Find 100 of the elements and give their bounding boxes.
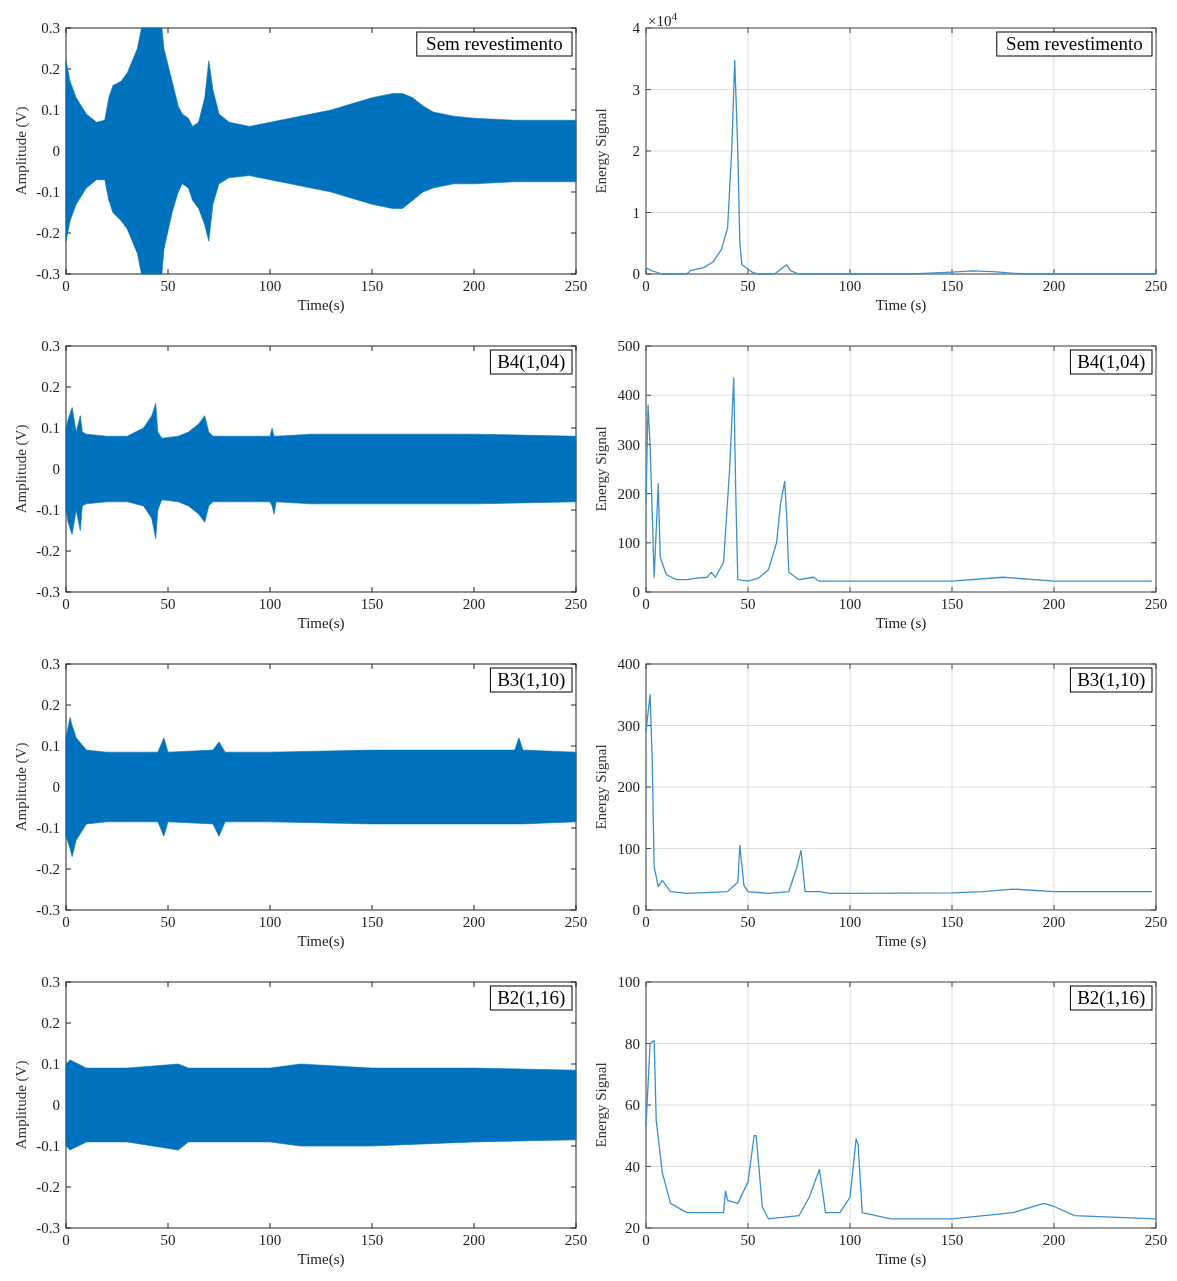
y-tick-label: 40 bbox=[625, 1158, 640, 1175]
y-tick-label: 300 bbox=[617, 717, 640, 734]
x-tick-label: 0 bbox=[642, 278, 650, 294]
x-axis-title: Time (s) bbox=[875, 933, 927, 950]
y-tick-label: 0 bbox=[632, 584, 640, 601]
y-axis-title: Energy Signal bbox=[593, 108, 609, 194]
x-tick-label: 0 bbox=[62, 914, 70, 930]
x-tick-label: 100 bbox=[838, 1232, 862, 1248]
y-tick-label: 1 bbox=[632, 204, 640, 221]
y-axis-title: Energy Signal bbox=[593, 426, 609, 512]
x-tick-label: 50 bbox=[740, 914, 756, 930]
annotation: B4(1,04) bbox=[497, 351, 566, 373]
y-tick-label: 0.2 bbox=[41, 1015, 60, 1032]
x-axis-title: Time(s) bbox=[297, 615, 345, 632]
y-tick-label: 100 bbox=[617, 535, 640, 552]
y-tick-label: 20 bbox=[625, 1220, 640, 1237]
y-axis-title: Energy Signal bbox=[593, 744, 609, 830]
x-tick-label: 200 bbox=[462, 914, 486, 930]
x-tick-label: 50 bbox=[740, 278, 756, 294]
y-tick-label: 4 bbox=[632, 20, 641, 37]
x-axis-title: Time(s) bbox=[297, 933, 345, 950]
x-tick-label: 200 bbox=[1042, 1232, 1066, 1248]
annotation: B2(1,16) bbox=[1077, 987, 1146, 1009]
y-tick-label: 80 bbox=[625, 1035, 640, 1052]
y-tick-label: 300 bbox=[617, 436, 640, 453]
x-tick-label: 200 bbox=[1042, 596, 1066, 612]
y-tick-label: -0.3 bbox=[36, 266, 60, 283]
x-axis-title: Time (s) bbox=[875, 1251, 927, 1268]
x-tick-label: 250 bbox=[1144, 1232, 1168, 1248]
x-tick-label: 50 bbox=[160, 596, 176, 612]
y-tick-label: 0.2 bbox=[41, 379, 60, 396]
x-tick-label: 0 bbox=[62, 1232, 70, 1248]
y-tick-label: -0.1 bbox=[36, 1138, 60, 1155]
y-tick-label: -0.2 bbox=[36, 543, 60, 560]
y-tick-label: 0.2 bbox=[41, 697, 60, 714]
annotation: Sem revestimento bbox=[426, 33, 563, 54]
x-tick-label: 50 bbox=[160, 914, 176, 930]
x-tick-label: 50 bbox=[740, 1232, 756, 1248]
x-tick-label: 0 bbox=[62, 278, 70, 294]
y-tick-label: -0.1 bbox=[36, 184, 60, 201]
x-tick-label: 150 bbox=[360, 914, 384, 930]
x-tick-label: 150 bbox=[940, 914, 964, 930]
y-tick-label: 2 bbox=[632, 143, 640, 160]
y-tick-label: 0.1 bbox=[41, 1056, 60, 1073]
x-tick-label: 200 bbox=[462, 278, 486, 294]
y-tick-label: 0.3 bbox=[41, 338, 60, 355]
y-tick-label: 200 bbox=[617, 779, 640, 796]
x-tick-label: 250 bbox=[564, 278, 588, 294]
y-tick-label: 500 bbox=[617, 338, 640, 355]
x-axis-title: Time (s) bbox=[875, 615, 927, 632]
x-tick-label: 150 bbox=[940, 596, 964, 612]
y-tick-label: 0 bbox=[52, 779, 60, 796]
y-tick-label: -0.2 bbox=[36, 1179, 60, 1196]
annotation: B3(1,10) bbox=[1077, 669, 1146, 691]
x-tick-label: 0 bbox=[642, 914, 650, 930]
x-tick-label: 250 bbox=[564, 1232, 588, 1248]
x-tick-label: 100 bbox=[838, 596, 862, 612]
x-tick-label: 200 bbox=[462, 596, 486, 612]
y-tick-label: 3 bbox=[632, 81, 640, 98]
line-series bbox=[645, 1039, 1157, 1220]
y-axis-title: Amplitude (V) bbox=[13, 106, 30, 196]
y-tick-label: -0.1 bbox=[36, 820, 60, 837]
annotation: B4(1,04) bbox=[1077, 351, 1146, 373]
annotation: B3(1,10) bbox=[497, 669, 566, 691]
x-tick-label: 100 bbox=[258, 914, 282, 930]
x-tick-label: 100 bbox=[258, 596, 282, 612]
x-tick-label: 0 bbox=[642, 1232, 650, 1248]
x-tick-label: 200 bbox=[462, 1232, 486, 1248]
y-tick-label: 400 bbox=[617, 387, 640, 404]
x-tick-label: 150 bbox=[360, 596, 384, 612]
y-tick-label: 0.1 bbox=[41, 738, 60, 755]
x-tick-label: 200 bbox=[1042, 914, 1066, 930]
x-tick-label: 0 bbox=[642, 596, 650, 612]
x-tick-label: 150 bbox=[940, 1232, 964, 1248]
y-tick-label: 0.2 bbox=[41, 61, 60, 78]
y-tick-label: -0.3 bbox=[36, 1220, 60, 1237]
y-tick-label: -0.2 bbox=[36, 861, 60, 878]
x-tick-label: 100 bbox=[838, 278, 862, 294]
x-tick-label: 150 bbox=[940, 278, 964, 294]
y-axis-title: Amplitude (V) bbox=[13, 424, 30, 514]
y-tick-label: 0 bbox=[52, 1097, 60, 1114]
y-tick-label: 60 bbox=[625, 1097, 640, 1114]
y-axis-title: Energy Signal bbox=[593, 1062, 609, 1148]
y-tick-label: 0 bbox=[52, 461, 60, 478]
x-tick-label: 50 bbox=[160, 1232, 176, 1248]
x-tick-label: 250 bbox=[564, 914, 588, 930]
x-tick-label: 250 bbox=[1144, 278, 1168, 294]
y-tick-label: 100 bbox=[617, 974, 640, 991]
x-tick-label: 250 bbox=[564, 596, 588, 612]
x-tick-label: 100 bbox=[258, 1232, 282, 1248]
y-tick-label: 0 bbox=[632, 266, 640, 283]
y-tick-label: 0.3 bbox=[41, 974, 60, 991]
y-axis-title: Amplitude (V) bbox=[13, 742, 30, 832]
y-tick-label: 100 bbox=[617, 840, 640, 857]
x-tick-label: 50 bbox=[160, 278, 176, 294]
x-tick-label: 200 bbox=[1042, 278, 1066, 294]
x-tick-label: 50 bbox=[740, 596, 756, 612]
annotation: Sem revestimento bbox=[1006, 33, 1143, 54]
y-tick-label: -0.2 bbox=[36, 225, 60, 242]
y-tick-label: 0.1 bbox=[41, 102, 60, 119]
